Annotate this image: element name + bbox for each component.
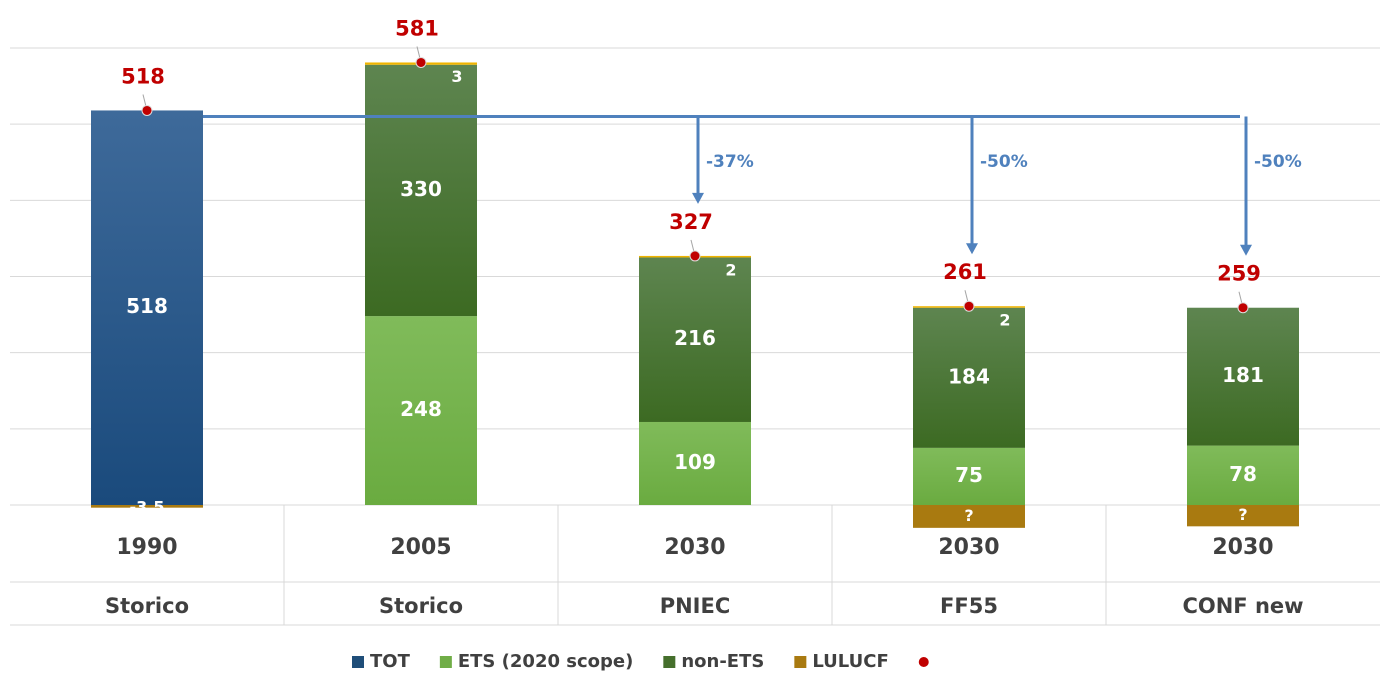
reduction-label: -37% — [706, 152, 754, 172]
bar-segment — [639, 257, 751, 422]
bar-segment — [91, 505, 203, 508]
value-label: 78 — [1229, 462, 1257, 486]
bar-segment — [1187, 307, 1299, 446]
value-label: ? — [1238, 505, 1247, 524]
bar-segment — [1187, 505, 1299, 527]
legend-label: TOT — [370, 651, 411, 672]
total-marker — [963, 300, 975, 312]
value-label: 184 — [948, 364, 990, 388]
legend-label: ETS (2020 scope) — [458, 651, 633, 672]
total-marker — [1237, 302, 1249, 314]
bar-segment — [639, 421, 751, 505]
x-tick-label: 1990 — [116, 535, 177, 560]
value-label: 109 — [674, 450, 716, 474]
total-marker — [415, 56, 427, 68]
total-marker — [689, 250, 701, 262]
legend-marker — [918, 657, 929, 667]
reduction-label: -50% — [1254, 152, 1302, 172]
total-label: 327 — [669, 210, 713, 234]
group-label: PNIEC — [660, 594, 731, 618]
total-label: 518 — [121, 64, 165, 88]
value-label: 181 — [1222, 363, 1264, 387]
value-label: 2 — [725, 260, 736, 279]
value-label: 330 — [400, 177, 442, 201]
bar-segment — [365, 316, 477, 505]
group-label: FF55 — [940, 594, 998, 618]
legend-swatch — [794, 656, 807, 668]
bar-segment — [913, 505, 1025, 528]
legend-swatch — [352, 656, 364, 668]
arrow-head — [692, 192, 704, 204]
bar-segment — [913, 447, 1025, 505]
total-label: 261 — [943, 260, 987, 284]
group-label: Storico — [105, 594, 189, 618]
total-marker — [141, 104, 153, 116]
group-label: CONF new — [1182, 594, 1303, 618]
value-label: 3 — [451, 67, 462, 86]
x-tick-label: 2030 — [664, 535, 725, 560]
bar-segment — [913, 307, 1025, 448]
value-label: -3,5 — [130, 498, 165, 517]
group-label: Storico — [379, 594, 463, 618]
legend-swatch — [439, 656, 452, 668]
reduction-label: -50% — [980, 152, 1028, 172]
total-label: 259 — [1217, 262, 1261, 286]
legend-label: LULUCF — [812, 651, 888, 672]
total-label: 581 — [395, 16, 439, 40]
value-label: 216 — [674, 326, 716, 350]
x-tick-label: 2030 — [1212, 535, 1273, 560]
bar-segment — [365, 64, 477, 317]
arrow-head — [966, 243, 978, 255]
value-label: 75 — [955, 463, 983, 487]
legend-label: non-ETS — [681, 651, 764, 672]
legend-swatch — [663, 656, 676, 668]
bar-segment — [1187, 445, 1299, 505]
bar-segment — [91, 110, 203, 505]
arrow-head — [1240, 244, 1252, 256]
value-label: ? — [964, 506, 973, 525]
value-label: 248 — [400, 397, 442, 421]
value-label: 2 — [999, 311, 1010, 330]
x-tick-label: 2030 — [938, 535, 999, 560]
x-tick-label: 2005 — [390, 535, 451, 560]
value-label: 518 — [126, 294, 168, 318]
